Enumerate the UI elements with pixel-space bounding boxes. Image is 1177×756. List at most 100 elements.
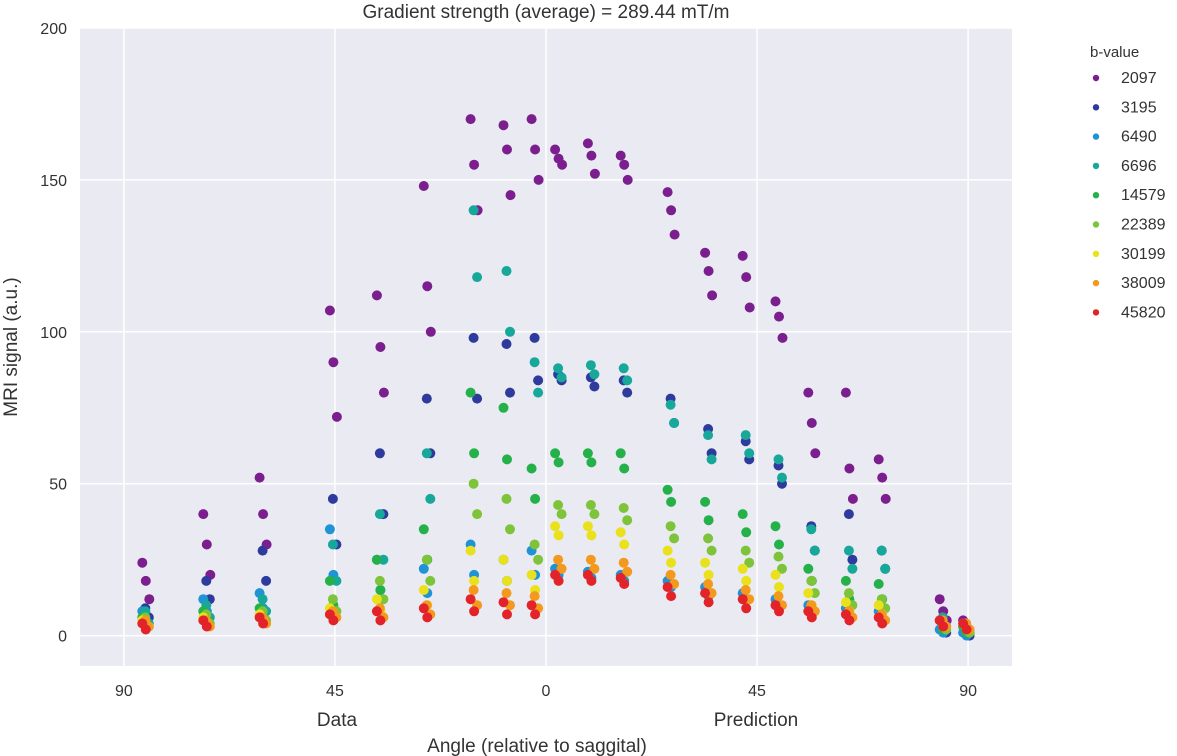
data-point-prediction-2097 bbox=[586, 150, 597, 161]
legend-marker-3195 bbox=[1092, 104, 1100, 111]
data-point-prediction-30199 bbox=[553, 530, 564, 541]
data-point-data-14579 bbox=[465, 387, 476, 398]
legend-marker-6696 bbox=[1092, 162, 1100, 170]
data-point-prediction-6696 bbox=[669, 418, 680, 428]
data-point-data-3195 bbox=[533, 375, 544, 386]
data-point-data-3195 bbox=[257, 545, 268, 556]
legend-label-6490: 6490 bbox=[1121, 129, 1157, 146]
data-point-data-14579 bbox=[498, 402, 509, 413]
data-point-prediction-14579 bbox=[582, 448, 593, 459]
data-point-prediction-30199 bbox=[840, 597, 851, 608]
data-point-data-45820 bbox=[469, 606, 480, 617]
data-point-data-2097 bbox=[469, 159, 480, 170]
data-point-prediction-14579 bbox=[774, 539, 784, 550]
data-point-prediction-14579 bbox=[550, 448, 561, 459]
x-tick-label: 45 bbox=[748, 683, 766, 700]
legend-marker-38009 bbox=[1092, 279, 1100, 287]
data-point-prediction-2097 bbox=[669, 229, 680, 240]
data-point-data-14579 bbox=[530, 493, 541, 504]
data-point-data-22389 bbox=[533, 554, 544, 565]
data-point-data-3195 bbox=[472, 393, 483, 404]
data-point-prediction-6696 bbox=[847, 563, 858, 574]
data-point-data-30199 bbox=[526, 569, 537, 580]
data-point-data-30199 bbox=[469, 575, 480, 586]
data-point-prediction-45820 bbox=[553, 575, 564, 586]
data-point-prediction-30199 bbox=[615, 527, 626, 538]
x-axis-label: Angle (relative to saggital) bbox=[427, 736, 647, 756]
data-point-prediction-14579 bbox=[840, 575, 851, 586]
data-point-prediction-45820 bbox=[844, 615, 855, 626]
data-point-prediction-2097 bbox=[803, 387, 814, 398]
data-point-data-14579 bbox=[375, 585, 386, 595]
data-point-data-6490 bbox=[418, 563, 429, 574]
legend-title: b-value bbox=[1090, 44, 1139, 61]
data-point-prediction-3195 bbox=[622, 387, 633, 398]
data-point-data-30199 bbox=[498, 554, 509, 565]
data-point-prediction-14579 bbox=[770, 521, 781, 532]
data-point-data-2097 bbox=[331, 411, 342, 422]
data-point-prediction-3195 bbox=[847, 554, 858, 565]
data-point-data-6696 bbox=[505, 326, 515, 337]
data-point-data-14579 bbox=[418, 524, 429, 535]
data-point-prediction-22389 bbox=[706, 545, 717, 556]
legend-label-2097: 2097 bbox=[1121, 70, 1157, 87]
data-point-data-45820 bbox=[375, 615, 386, 626]
data-point-data-3195 bbox=[201, 575, 212, 586]
data-point-prediction-3195 bbox=[589, 381, 600, 392]
data-point-data-45820 bbox=[371, 606, 382, 617]
legend-label-30199: 30199 bbox=[1121, 246, 1166, 263]
data-point-data-2097 bbox=[198, 509, 209, 520]
legend-label-45820: 45820 bbox=[1121, 304, 1166, 321]
legend-label-3195: 3195 bbox=[1121, 99, 1157, 116]
data-point-data-45820 bbox=[328, 615, 339, 626]
data-point-data-22389 bbox=[468, 478, 479, 489]
data-point-prediction-22389 bbox=[665, 521, 676, 532]
data-point-data-2097 bbox=[498, 120, 509, 131]
data-point-data-6490 bbox=[324, 524, 335, 535]
data-point-data-6696 bbox=[374, 509, 385, 520]
data-point-prediction-2097 bbox=[550, 144, 561, 155]
data-point-data-6696 bbox=[529, 357, 540, 368]
data-point-prediction-6696 bbox=[880, 563, 891, 574]
data-point-data-6696 bbox=[327, 539, 338, 550]
data-point-prediction-22389 bbox=[703, 533, 714, 544]
panel-label-prediction: Prediction bbox=[714, 710, 799, 731]
data-point-data-45820 bbox=[498, 597, 509, 608]
legend-marker-14579 bbox=[1092, 192, 1100, 199]
data-point-data-2097 bbox=[254, 472, 265, 483]
data-point-prediction-6696 bbox=[553, 363, 564, 374]
legend-marker-2097 bbox=[1092, 74, 1100, 82]
legend: b-value 2097 3195 6490 6696 14579 22389 30199 3… bbox=[1090, 44, 1166, 321]
data-point-prediction-38009 bbox=[618, 557, 629, 568]
data-point-data-2097 bbox=[530, 144, 541, 155]
x-tick-label: 45 bbox=[326, 683, 344, 700]
data-point-data-3195 bbox=[261, 575, 272, 586]
data-point-data-6696 bbox=[468, 205, 479, 216]
panel-label-data: Data bbox=[317, 710, 358, 731]
data-point-prediction-14579 bbox=[615, 448, 626, 459]
data-point-prediction-14579 bbox=[553, 457, 564, 468]
x-tick-label: 90 bbox=[115, 683, 133, 700]
data-point-prediction-6696 bbox=[618, 363, 629, 374]
data-point-prediction-45820 bbox=[774, 606, 784, 617]
data-point-prediction-22389 bbox=[622, 515, 633, 526]
data-point-prediction-2097 bbox=[806, 418, 817, 428]
y-tick-label: 50 bbox=[49, 477, 67, 494]
data-point-data-2097 bbox=[533, 174, 544, 185]
data-point-data-22389 bbox=[472, 509, 483, 520]
data-point-data-45820 bbox=[422, 612, 433, 623]
data-point-prediction-45820 bbox=[700, 588, 711, 599]
legend-label-6696: 6696 bbox=[1121, 158, 1157, 175]
data-point-prediction-6696 bbox=[556, 372, 567, 383]
data-point-prediction-2097 bbox=[873, 454, 884, 465]
data-point-prediction-2097 bbox=[877, 472, 888, 483]
data-point-data-2097 bbox=[137, 557, 148, 568]
data-point-prediction-14579 bbox=[586, 457, 597, 468]
data-point-data-2097 bbox=[418, 181, 429, 191]
data-point-prediction-30199 bbox=[586, 530, 597, 541]
data-point-data-2097 bbox=[465, 114, 476, 125]
data-point-prediction-45820 bbox=[662, 582, 673, 592]
data-point-prediction-38009 bbox=[740, 585, 751, 595]
data-point-data-3195 bbox=[468, 332, 479, 343]
